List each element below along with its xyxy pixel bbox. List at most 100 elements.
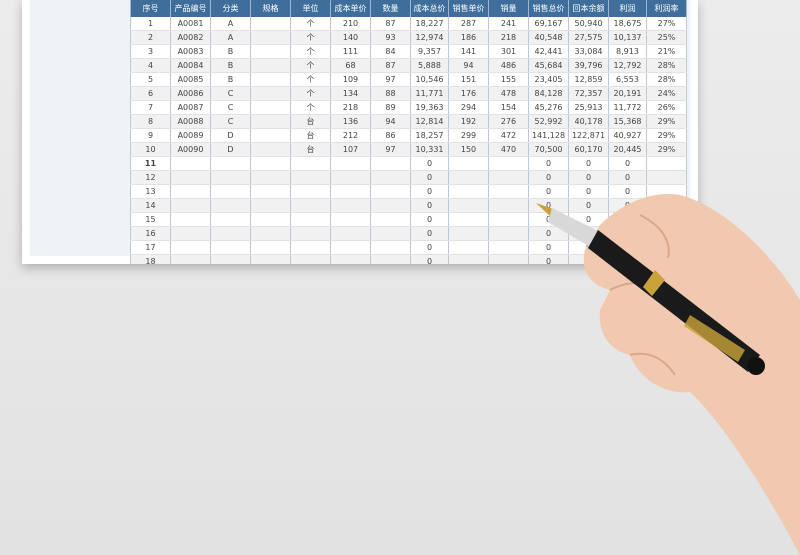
table-cell[interactable]: 0	[608, 156, 647, 171]
table-cell[interactable]: 17	[130, 240, 171, 255]
table-cell[interactable]	[448, 198, 489, 213]
table-cell[interactable]: 个	[290, 30, 331, 45]
table-cell[interactable]: 276	[488, 114, 529, 129]
table-cell[interactable]: 87	[370, 58, 411, 73]
table-cell[interactable]: A	[210, 17, 251, 31]
column-header[interactable]: 规格	[250, 0, 291, 17]
table-cell[interactable]: 5,888	[410, 58, 449, 73]
table-cell[interactable]: 141,128	[528, 128, 569, 143]
table-cell[interactable]: A0089	[170, 128, 211, 143]
table-cell[interactable]	[290, 170, 331, 185]
table-cell[interactable]: 218	[330, 100, 371, 115]
table-cell[interactable]: 84,128	[528, 86, 569, 101]
table-cell[interactable]: 个	[290, 72, 331, 87]
table-cell[interactable]	[170, 212, 211, 227]
table-cell[interactable]: 294	[448, 100, 489, 115]
table-cell[interactable]: 11,772	[608, 100, 647, 115]
table-cell[interactable]	[210, 226, 251, 241]
column-header[interactable]: 产品编号	[170, 0, 211, 17]
table-cell[interactable]	[448, 170, 489, 185]
table-cell[interactable]	[330, 184, 371, 199]
table-cell[interactable]	[330, 170, 371, 185]
table-cell[interactable]	[290, 226, 331, 241]
table-cell[interactable]: 6	[130, 86, 171, 101]
table-cell[interactable]: D	[210, 128, 251, 143]
table-cell[interactable]: 11,771	[410, 86, 449, 101]
table-cell[interactable]: 8	[130, 114, 171, 129]
table-cell[interactable]	[250, 198, 291, 213]
column-header[interactable]: 回本余额	[568, 0, 609, 17]
table-cell[interactable]	[448, 240, 489, 255]
table-cell[interactable]	[488, 156, 529, 171]
table-cell[interactable]	[290, 184, 331, 199]
table-cell[interactable]: A0084	[170, 58, 211, 73]
table-cell[interactable]: 89	[370, 100, 411, 115]
table-cell[interactable]: 141	[448, 44, 489, 59]
table-cell[interactable]	[330, 226, 371, 241]
table-cell[interactable]	[250, 30, 291, 45]
table-cell[interactable]: 23,405	[528, 72, 569, 87]
table-cell[interactable]	[370, 170, 411, 185]
table-cell[interactable]: 5	[130, 72, 171, 87]
table-cell[interactable]	[290, 240, 331, 255]
table-cell[interactable]: A0088	[170, 114, 211, 129]
table-cell[interactable]: C	[210, 114, 251, 129]
table-cell[interactable]: 台	[290, 128, 331, 143]
table-cell[interactable]: 93	[370, 30, 411, 45]
table-cell[interactable]: 12,974	[410, 30, 449, 45]
table-cell[interactable]: 301	[488, 44, 529, 59]
table-cell[interactable]	[488, 226, 529, 241]
table-cell[interactable]: 25%	[646, 30, 687, 45]
table-cell[interactable]: 6,553	[608, 72, 647, 87]
table-cell[interactable]: 68	[330, 58, 371, 73]
table-cell[interactable]	[488, 240, 529, 255]
table-cell[interactable]: 97	[370, 72, 411, 87]
table-cell[interactable]: 0	[568, 156, 609, 171]
table-cell[interactable]: 72,357	[568, 86, 609, 101]
table-cell[interactable]: 18,675	[608, 17, 647, 31]
table-cell[interactable]: B	[210, 72, 251, 87]
table-cell[interactable]	[170, 184, 211, 199]
table-cell[interactable]: 10	[130, 142, 171, 157]
table-cell[interactable]: 个	[290, 58, 331, 73]
table-cell[interactable]: 12	[130, 170, 171, 185]
table-cell[interactable]	[646, 170, 687, 185]
table-cell[interactable]: 29%	[646, 142, 687, 157]
table-cell[interactable]: 60,170	[568, 142, 609, 157]
table-cell[interactable]: A0081	[170, 17, 211, 31]
table-cell[interactable]: 0	[608, 184, 647, 199]
table-cell[interactable]: 20,191	[608, 86, 647, 101]
table-cell[interactable]: A0090	[170, 142, 211, 157]
table-cell[interactable]	[370, 212, 411, 227]
table-cell[interactable]: 0	[410, 240, 449, 255]
table-cell[interactable]: 0	[410, 184, 449, 199]
table-cell[interactable]	[250, 17, 291, 31]
table-cell[interactable]: 107	[330, 142, 371, 157]
table-cell[interactable]: 122,871	[568, 128, 609, 143]
table-cell[interactable]: 19,363	[410, 100, 449, 115]
table-cell[interactable]: 台	[290, 142, 331, 157]
table-cell[interactable]: 94	[448, 58, 489, 73]
table-cell[interactable]	[330, 198, 371, 213]
table-cell[interactable]	[290, 212, 331, 227]
table-cell[interactable]: 15	[130, 212, 171, 227]
table-cell[interactable]: 33,084	[568, 44, 609, 59]
table-cell[interactable]: 486	[488, 58, 529, 73]
table-cell[interactable]: 个	[290, 86, 331, 101]
table-cell[interactable]	[448, 212, 489, 227]
table-cell[interactable]: 40,927	[608, 128, 647, 143]
table-cell[interactable]	[210, 184, 251, 199]
table-cell[interactable]: 29%	[646, 128, 687, 143]
table-cell[interactable]: 个	[290, 100, 331, 115]
table-cell[interactable]	[488, 212, 529, 227]
table-cell[interactable]: 24%	[646, 86, 687, 101]
table-cell[interactable]	[250, 142, 291, 157]
table-cell[interactable]: 12,814	[410, 114, 449, 129]
table-cell[interactable]: 0	[528, 184, 569, 199]
table-cell[interactable]: A0085	[170, 72, 211, 87]
table-cell[interactable]: 94	[370, 114, 411, 129]
table-cell[interactable]: 70,500	[528, 142, 569, 157]
table-cell[interactable]	[370, 240, 411, 255]
table-cell[interactable]: 8,913	[608, 44, 647, 59]
table-cell[interactable]: 0	[528, 198, 569, 213]
